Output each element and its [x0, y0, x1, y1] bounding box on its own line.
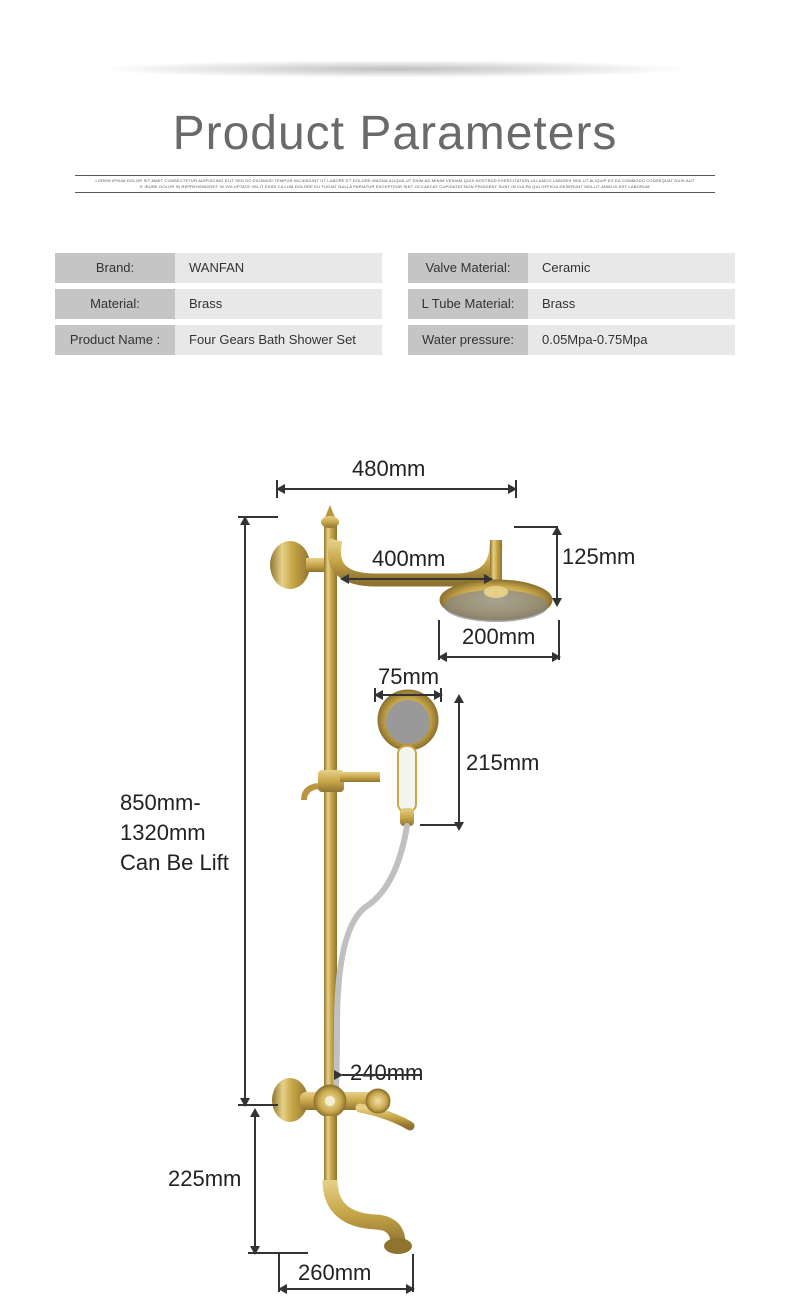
param-row: L Tube Material: Brass [408, 289, 735, 319]
param-row: Brand: WANFAN [55, 253, 382, 283]
arrow-icon [334, 1070, 343, 1080]
dim-tick [440, 688, 442, 702]
dim-height-2: 1320mm [120, 820, 206, 845]
param-label: Product Name : [55, 325, 175, 355]
shower-illustration [0, 460, 790, 1290]
dim-hand-dia: 75mm [378, 664, 439, 690]
param-value: Ceramic [528, 253, 735, 283]
param-value: Brass [528, 289, 735, 319]
param-label: Valve Material: [408, 253, 528, 283]
arrow-icon [484, 574, 493, 584]
param-label: L Tube Material: [408, 289, 528, 319]
dim-line [284, 1288, 408, 1290]
dim-head-drop: 125mm [562, 544, 635, 570]
dim-top-width: 480mm [352, 456, 425, 482]
page-title: Product Parameters [0, 106, 790, 161]
dim-tick [514, 526, 558, 528]
dim-line [282, 488, 512, 490]
title-divider: LOREM IPSUM DOLOR SIT AMET CONSECTETUR A… [75, 175, 715, 193]
arrow-icon [552, 598, 562, 607]
dim-height-range: 850mm- 1320mm Can Be Lift [120, 788, 229, 878]
dim-tick [238, 1104, 278, 1106]
parameters-table: Brand: WANFAN Material: Brass Product Na… [55, 253, 735, 361]
arrow-icon [406, 1284, 415, 1294]
dim-line [458, 700, 460, 824]
arrow-icon [454, 694, 464, 703]
arrow-icon [434, 690, 443, 700]
dim-height-1: 850mm- [120, 790, 201, 815]
dim-tick [276, 480, 278, 498]
header-shadow [95, 60, 695, 78]
param-row: Product Name : Four Gears Bath Shower Se… [55, 325, 382, 355]
dim-tick [412, 1254, 414, 1292]
dim-line [380, 694, 436, 696]
dim-valve-width: 240mm [350, 1060, 423, 1086]
dim-line [244, 522, 246, 1100]
dim-spout-reach: 260mm [298, 1260, 371, 1286]
param-row: Material: Brass [55, 289, 382, 319]
dim-spout-drop: 225mm [168, 1166, 241, 1192]
dim-hand-length: 215mm [466, 750, 539, 776]
dim-line [346, 578, 486, 580]
param-label: Water pressure: [408, 325, 528, 355]
product-diagram: 480mm 400mm 125mm 200mm 75mm 215mm 850mm… [0, 460, 790, 1290]
dim-tick [278, 1254, 280, 1292]
dim-tick [515, 480, 517, 498]
param-value: 0.05Mpa-0.75Mpa [528, 325, 735, 355]
dim-line [342, 1074, 422, 1076]
dim-height-3: Can Be Lift [120, 850, 229, 875]
param-label: Brand: [55, 253, 175, 283]
dim-arm-length: 400mm [372, 546, 445, 572]
dim-tick [558, 620, 560, 660]
param-value: Brass [175, 289, 382, 319]
dim-line [254, 1114, 256, 1248]
param-col-right: Valve Material: Ceramic L Tube Material:… [408, 253, 735, 361]
param-col-left: Brand: WANFAN Material: Brass Product Na… [55, 253, 382, 361]
dim-tick [438, 620, 440, 660]
param-value: Four Gears Bath Shower Set [175, 325, 382, 355]
param-row: Water pressure: 0.05Mpa-0.75Mpa [408, 325, 735, 355]
dim-line [556, 532, 558, 600]
dim-tick [374, 688, 376, 702]
dim-line [444, 656, 554, 658]
decorative-subtext: LOREM IPSUM DOLOR SIT AMET CONSECTETUR A… [75, 178, 715, 190]
param-label: Material: [55, 289, 175, 319]
param-row: Valve Material: Ceramic [408, 253, 735, 283]
dim-tick [238, 516, 278, 518]
arrow-icon [240, 1098, 250, 1107]
param-value: WANFAN [175, 253, 382, 283]
dim-head-dia: 200mm [462, 624, 535, 650]
arrow-icon [340, 574, 349, 584]
arrow-icon [250, 1108, 260, 1117]
dim-tick [420, 824, 460, 826]
arrow-icon [552, 652, 561, 662]
